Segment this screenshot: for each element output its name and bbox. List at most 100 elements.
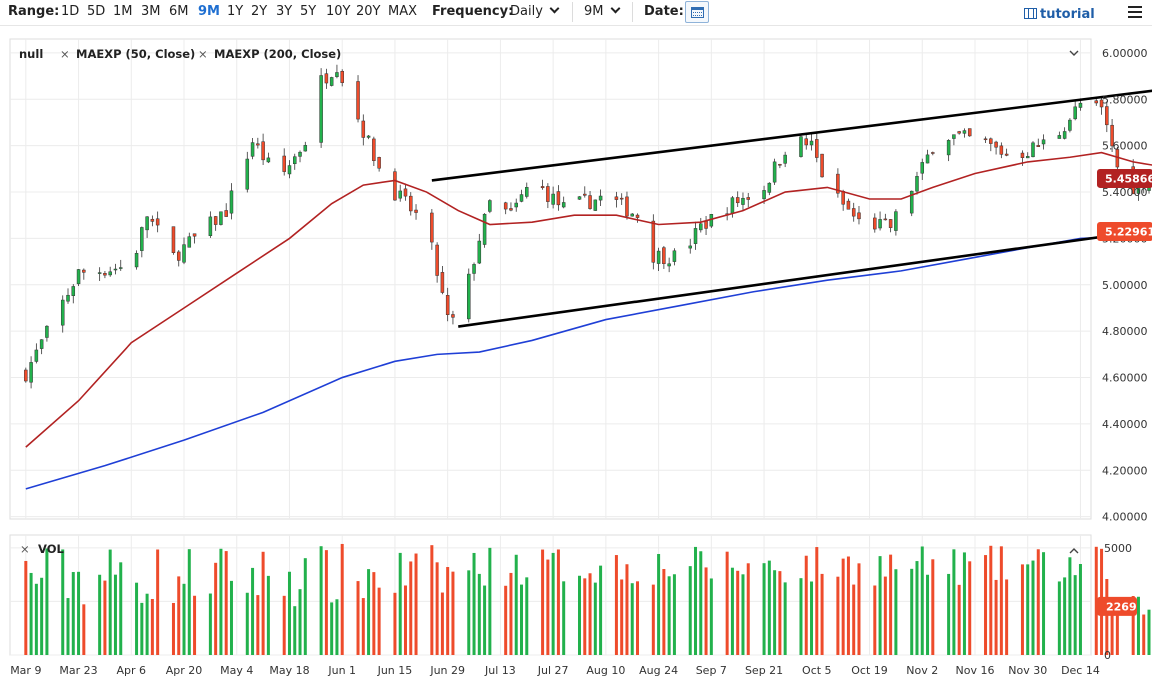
candle-body bbox=[103, 273, 107, 276]
candle-body bbox=[182, 244, 186, 263]
candle-body bbox=[298, 151, 302, 157]
range-button-1y[interactable]: 1Y bbox=[227, 4, 244, 19]
trendline[interactable] bbox=[458, 206, 1152, 328]
candle bbox=[108, 266, 112, 277]
candle-body bbox=[398, 190, 402, 199]
tutorial-link[interactable]: tutorial bbox=[1024, 7, 1095, 23]
candle bbox=[472, 262, 476, 281]
candle-body bbox=[440, 272, 445, 293]
chevron-down-icon[interactable] bbox=[1069, 50, 1079, 56]
volume-bar bbox=[303, 558, 307, 655]
candle-body bbox=[1036, 145, 1041, 147]
candle-body bbox=[519, 194, 524, 202]
volume-bar bbox=[525, 577, 529, 655]
price-tick-label: 4.80000 bbox=[1102, 325, 1148, 338]
candle bbox=[662, 245, 666, 269]
frequency-dropdown[interactable]: Daily bbox=[510, 3, 560, 20]
range-button-3y[interactable]: 3Y bbox=[276, 4, 293, 19]
volume-bar bbox=[694, 546, 698, 655]
candle-body bbox=[540, 186, 545, 189]
candle bbox=[477, 233, 482, 265]
candle bbox=[583, 186, 587, 198]
candle bbox=[873, 213, 877, 233]
range-button-2y[interactable]: 2Y bbox=[251, 4, 268, 19]
chevron-down-icon bbox=[610, 3, 620, 14]
candle-body bbox=[556, 191, 561, 206]
range-button-5y[interactable]: 5Y bbox=[300, 4, 317, 19]
volume-bar bbox=[208, 593, 212, 655]
candle bbox=[1031, 141, 1035, 158]
volume-bar bbox=[335, 599, 339, 655]
range-button-6m[interactable]: 6M bbox=[169, 4, 189, 19]
candle-body bbox=[651, 220, 656, 263]
candle-body bbox=[746, 197, 750, 200]
period-dropdown[interactable]: 9M bbox=[584, 3, 620, 20]
volume-bar bbox=[704, 567, 708, 655]
legend-symbol: null bbox=[19, 47, 43, 61]
close-icon[interactable]: × bbox=[198, 47, 208, 61]
candle bbox=[335, 64, 339, 79]
close-icon[interactable]: × bbox=[20, 542, 30, 556]
candle bbox=[514, 198, 518, 212]
volume-bar bbox=[1031, 560, 1035, 655]
volume-bar bbox=[135, 582, 139, 655]
time-tick-label: Aug 24 bbox=[639, 664, 678, 677]
volume-bar bbox=[804, 555, 808, 655]
volume-bar bbox=[45, 548, 49, 655]
candle bbox=[952, 134, 956, 146]
candle bbox=[224, 203, 228, 217]
price-tick-label: 4.00000 bbox=[1102, 511, 1148, 524]
candle bbox=[878, 211, 882, 231]
trendline[interactable] bbox=[431, 76, 1152, 182]
candle-body bbox=[783, 154, 787, 164]
volume-bar bbox=[957, 584, 961, 655]
candle bbox=[329, 76, 334, 87]
candle-body bbox=[614, 196, 619, 200]
volume-bar bbox=[556, 549, 560, 655]
candle bbox=[546, 183, 550, 209]
candle-body bbox=[836, 173, 840, 194]
ema50-badge-bg bbox=[1097, 168, 1152, 188]
volume-bar bbox=[451, 571, 455, 655]
candle-body bbox=[1041, 139, 1046, 145]
candle-body bbox=[815, 139, 819, 158]
chevron-up-icon[interactable] bbox=[1069, 548, 1079, 554]
volume-bar bbox=[846, 556, 850, 655]
candle-body bbox=[445, 295, 450, 315]
volume-bar bbox=[293, 606, 297, 655]
candle-body bbox=[176, 251, 181, 261]
menu-icon[interactable] bbox=[1128, 6, 1142, 18]
volume-bar bbox=[1078, 563, 1082, 655]
candle bbox=[809, 134, 814, 151]
range-button-10y[interactable]: 10Y bbox=[326, 4, 351, 19]
candle bbox=[140, 226, 144, 258]
volume-bar bbox=[519, 584, 523, 655]
volume-bar bbox=[361, 598, 365, 655]
range-button-max[interactable]: MAX bbox=[388, 4, 418, 19]
range-button-9m[interactable]: 9M bbox=[198, 4, 220, 19]
price-tick-label: 5.00000 bbox=[1102, 279, 1148, 292]
range-button-1m[interactable]: 1M bbox=[113, 4, 133, 19]
volume-bar bbox=[483, 585, 487, 655]
candle-body bbox=[1110, 124, 1114, 147]
volume-bar bbox=[177, 576, 181, 655]
candle bbox=[883, 213, 888, 221]
candle-body bbox=[888, 219, 893, 228]
range-button-5d[interactable]: 5D bbox=[87, 4, 106, 19]
candle bbox=[804, 133, 808, 150]
range-label: Range: bbox=[8, 4, 60, 19]
range-button-3m[interactable]: 3M bbox=[141, 4, 161, 19]
candle-body bbox=[957, 131, 961, 134]
close-icon[interactable]: × bbox=[60, 47, 70, 61]
candle bbox=[103, 270, 107, 279]
volume-bar bbox=[614, 555, 618, 655]
volume-bar bbox=[926, 574, 930, 655]
volume-bar bbox=[688, 566, 692, 655]
calendar-button[interactable] bbox=[685, 1, 709, 23]
candle bbox=[888, 219, 893, 233]
volume-bar bbox=[541, 549, 545, 655]
range-button-20y[interactable]: 20Y bbox=[356, 4, 381, 19]
candle bbox=[145, 216, 149, 238]
candle-body bbox=[577, 196, 582, 200]
range-button-1d[interactable]: 1D bbox=[61, 4, 80, 19]
